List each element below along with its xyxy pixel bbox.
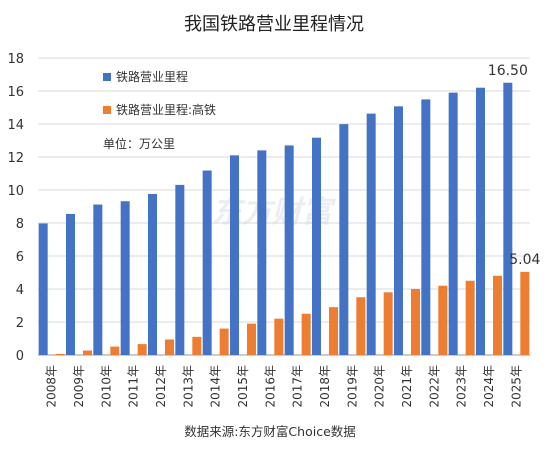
x-tick-label: 2008年: [45, 365, 59, 408]
data-labels: 16.50 5.04: [488, 63, 541, 268]
bar-series-0-2023年: [448, 92, 458, 356]
legend: 铁路营业里程 铁路营业里程:高铁 单位：万公里: [103, 69, 216, 151]
bar-series-0-2020年: [366, 113, 376, 355]
bar-series-0-2019年: [339, 124, 349, 355]
bar-series-0-2012年: [148, 193, 157, 355]
x-tick-label: 2010年: [99, 365, 113, 408]
x-tick-label: 2024年: [482, 365, 496, 408]
bar-series-0-2018年: [312, 137, 321, 355]
bar-series-1-2024年: [493, 275, 502, 355]
y-tick-label: 12: [7, 151, 24, 166]
bars: [38, 82, 530, 356]
bar-series-0-2016年: [257, 150, 267, 355]
bar-series-1-2009年: [83, 350, 92, 355]
y-tick-label: 18: [7, 52, 24, 67]
bar-series-1-2022年: [438, 285, 448, 355]
y-tick-label: 4: [16, 283, 24, 298]
bar-series-1-2014年: [219, 328, 229, 355]
legend-swatch-series-0: [103, 73, 111, 81]
y-tick-label: 16: [7, 85, 24, 100]
y-tick-label: 0: [16, 349, 24, 364]
x-tick-label: 2017年: [291, 365, 305, 408]
bar-series-1-2015年: [247, 323, 256, 355]
source-note: 数据来源:东方财富Choice数据: [184, 424, 356, 439]
bar-series-0-2024年: [476, 87, 485, 355]
bar-series-0-2015年: [230, 155, 239, 355]
y-tick-label: 10: [7, 184, 24, 199]
bar-series-1-2023年: [465, 280, 475, 355]
bar-series-1-2017年: [301, 313, 311, 355]
x-tick-label: 2018年: [318, 365, 332, 408]
x-tick-label: 2021年: [400, 365, 414, 408]
x-axis: 2008年 2009年 2010年 2011年 2012年 2013年 2014年 2015年…: [45, 365, 524, 408]
bar-series-0-2009年: [66, 213, 75, 355]
bar-series-1-2011年: [137, 344, 147, 355]
y-tick-label: 2: [16, 316, 24, 331]
y-tick-label: 6: [16, 250, 24, 265]
y-tick-label: 14: [7, 118, 24, 133]
chart-title: 我国铁路营业里程情况: [184, 14, 364, 35]
x-tick-label: 2012年: [154, 365, 168, 408]
x-tick-label: 2009年: [72, 365, 86, 408]
legend-label-series-0: 铁路营业里程: [116, 69, 188, 84]
bar-series-0-2025年: [503, 82, 513, 355]
x-tick-label: 2022年: [427, 365, 441, 408]
x-tick-label: 2023年: [455, 365, 469, 408]
bar-series-0-2008年: [38, 223, 48, 355]
x-tick-label: 2025年: [509, 365, 523, 408]
bar-series-1-2018年: [329, 307, 338, 355]
y-tick-label: 8: [16, 217, 24, 232]
legend-swatch-series-1: [103, 106, 111, 114]
bar-series-1-2008年: [55, 353, 65, 355]
bar-series-1-2012年: [165, 339, 174, 355]
gridlines: [38, 57, 530, 356]
legend-label-series-1: 铁路营业里程:高铁: [116, 102, 216, 117]
x-tick-label: 2019年: [345, 365, 359, 408]
bar-series-1-2010年: [110, 346, 120, 355]
x-tick-label: 2015年: [236, 365, 250, 408]
bar-series-1-2020年: [383, 292, 393, 355]
y-axis: 0 2 4 6 8 10 12 14 16 18: [7, 52, 24, 364]
bar-series-0-2022年: [421, 99, 431, 355]
bar-series-0-2013年: [175, 184, 185, 355]
unit-note: 单位：万公里: [103, 136, 175, 151]
x-tick-label: 2011年: [127, 365, 141, 408]
bar-series-1-2013年: [192, 336, 202, 355]
bar-series-1-2016年: [274, 318, 284, 355]
bar-series-0-2021年: [394, 106, 403, 355]
data-label-series-1: 5.04: [509, 252, 540, 268]
bar-series-0-2011年: [120, 201, 130, 355]
bar-series-0-2010年: [93, 204, 103, 355]
x-tick-label: 2016年: [263, 365, 277, 408]
bar-series-1-2021年: [411, 289, 420, 355]
x-tick-label: 2013年: [181, 365, 195, 408]
data-label-series-0: 16.50: [488, 63, 528, 79]
bar-series-0-2017年: [284, 145, 294, 355]
bar-series-1-2025年: [520, 271, 530, 355]
x-tick-label: 2020年: [373, 365, 387, 408]
x-tick-label: 2014年: [209, 365, 223, 408]
bar-series-1-2019年: [356, 297, 366, 355]
bar-series-0-2014年: [202, 170, 212, 355]
